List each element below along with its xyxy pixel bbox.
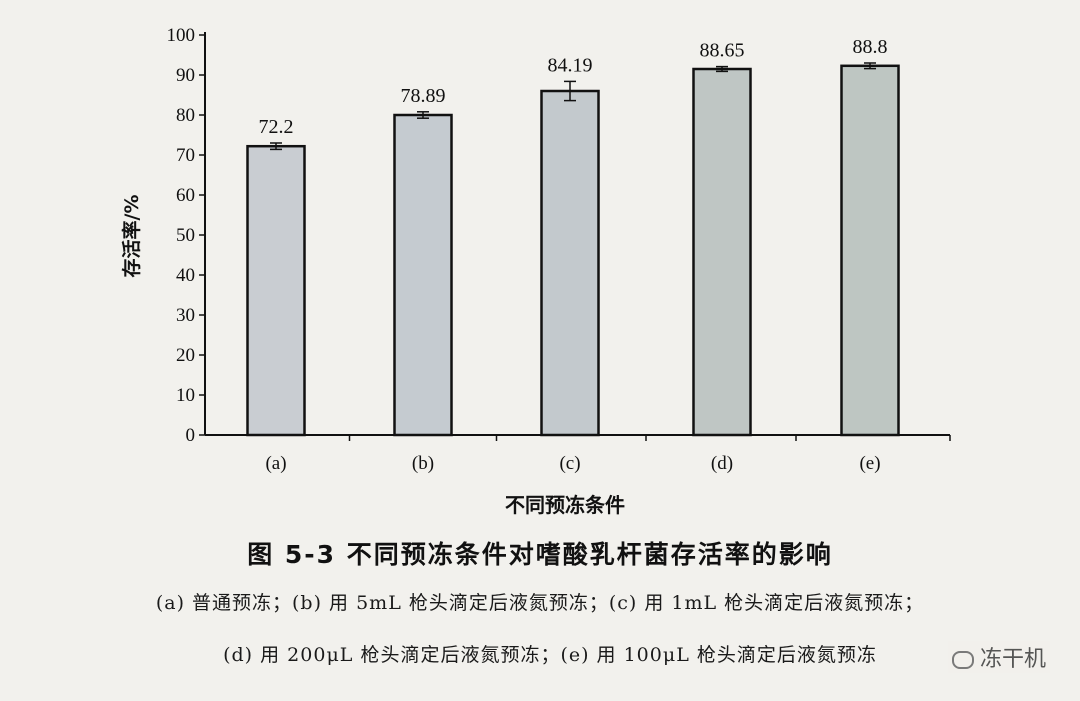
- chart-axes: 0 10 20 30 40 50 60 70 80 90 100: [167, 25, 951, 446]
- y-tick-label: 30: [176, 305, 195, 326]
- bar-2: [393, 113, 453, 437]
- y-axis-label: 存活率/%: [120, 195, 143, 278]
- data-label-4: 88.65: [700, 40, 745, 62]
- y-tick-label: 70: [176, 145, 195, 166]
- y-tick-label: 80: [176, 105, 195, 126]
- bar-chart: 0 10 20 30 40 50 60 70 80 90 100 72.2 (a) 78.89 (b) 84…: [120, 25, 951, 517]
- watermark-text: 冻干机: [979, 647, 1046, 672]
- x-axis-label: 不同预冻条件: [505, 493, 625, 517]
- data-label-2: 78.89: [401, 85, 446, 107]
- y-tick-label: 0: [186, 425, 196, 446]
- figure-caption-title: 图 5-3 不同预冻条件对嗜酸乳杆菌存活率的影响: [247, 540, 833, 569]
- bar-1: [246, 144, 306, 437]
- watermark: 冻干机: [947, 641, 1050, 673]
- bar-5: [840, 64, 900, 437]
- y-tick-label: 10: [176, 385, 195, 406]
- chat-bubble-icon: [951, 651, 974, 669]
- chart-bars: [246, 62, 900, 437]
- figure-caption-line-2: (d) 用 200μL 枪头滴定后液氮预冻；(e) 用 100μL 枪头滴定后液…: [223, 644, 877, 666]
- x-tick-label: (b): [412, 453, 434, 474]
- x-tick-label: (e): [859, 453, 880, 474]
- y-tick-label: 60: [176, 185, 195, 206]
- y-tick-label: 20: [176, 345, 195, 366]
- x-tick-label: (c): [559, 453, 580, 474]
- y-tick-label: 50: [176, 225, 195, 246]
- y-tick-label: 90: [176, 65, 195, 86]
- x-tick-label: (a): [265, 453, 286, 474]
- chart-labels: 72.2 (a) 78.89 (b) 84.19 (c) 88.65 (d) 88.8 (e): [259, 36, 888, 474]
- data-label-1: 72.2: [259, 116, 294, 138]
- data-label-5: 88.8: [853, 36, 888, 58]
- x-tick-label: (d): [711, 453, 733, 474]
- figure-caption-line-1: (a) 普通预冻；(b) 用 5mL 枪头滴定后液氮预冻；(c) 用 1mL 枪…: [155, 592, 925, 614]
- y-tick-label: 40: [176, 265, 195, 286]
- bar-3: [540, 89, 600, 437]
- y-tick-label: 100: [167, 25, 196, 46]
- data-label-3: 84.19: [548, 54, 593, 76]
- bar-4: [692, 67, 752, 437]
